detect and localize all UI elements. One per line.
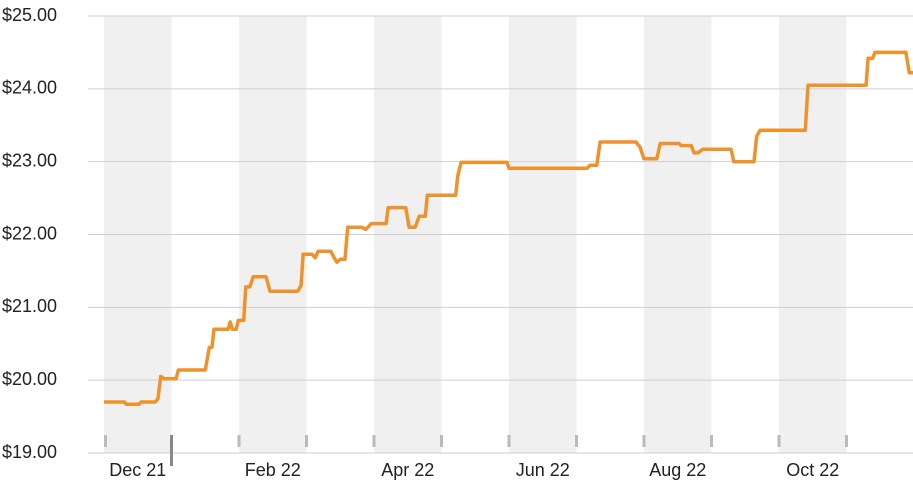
x-tick-label: Aug 22 — [649, 460, 706, 480]
y-tick-label: $20.00 — [2, 369, 57, 389]
marks — [104, 50, 913, 406]
x-tick-label: Apr 22 — [381, 460, 434, 480]
grid — [88, 15, 913, 454]
y-tick-label: $25.00 — [2, 5, 57, 25]
y-tick-label: $24.00 — [2, 78, 57, 98]
y-tick-label: $21.00 — [2, 296, 57, 316]
x-tick-label: Jun 22 — [516, 460, 570, 480]
y-tick-label: $19.00 — [2, 442, 57, 462]
x-tick-label: Dec 21 — [109, 460, 166, 480]
price-line — [104, 50, 913, 406]
x-tick-label: Feb 22 — [245, 460, 301, 480]
y-tick-label: $23.00 — [2, 150, 57, 170]
x-tick-label: Oct 22 — [786, 460, 839, 480]
y-tick-label: $22.00 — [2, 223, 57, 243]
